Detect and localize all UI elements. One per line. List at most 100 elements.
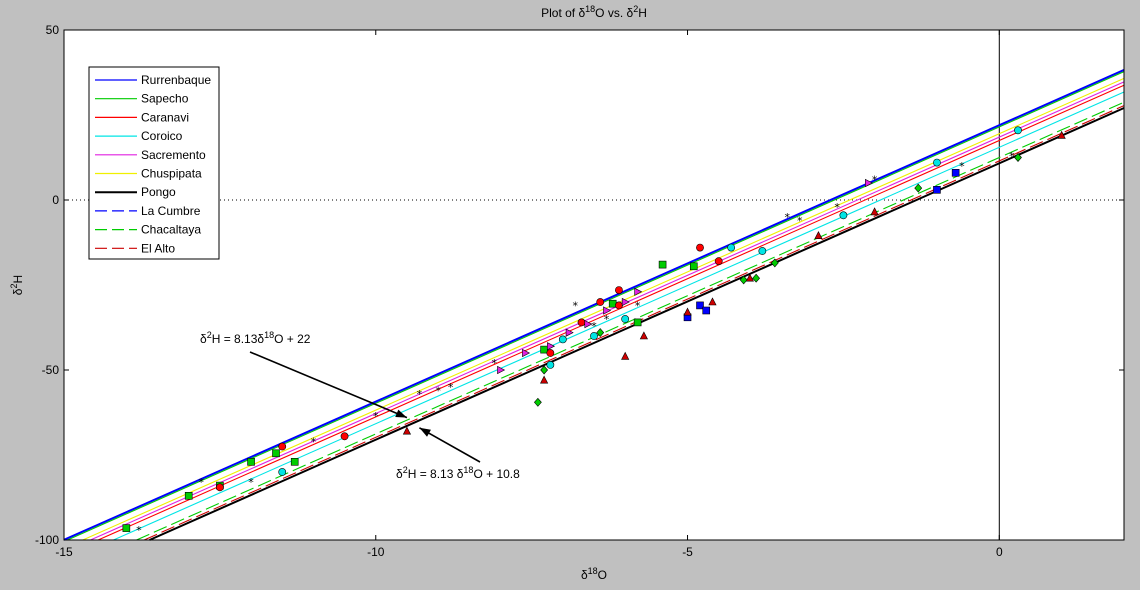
fit-line-coroico <box>113 91 1125 541</box>
point-pongo-7: * <box>435 384 441 397</box>
chart-title: Plot of δ18O vs. δ2H <box>541 4 647 20</box>
point-la-cumbre-3 <box>702 306 711 315</box>
x-axis-label: δ18O <box>581 566 607 582</box>
point-sapecho-7 <box>540 345 548 354</box>
point-la-cumbre-2 <box>696 301 704 310</box>
point-el-alto-6 <box>708 297 717 306</box>
point-coroico-5 <box>621 315 630 323</box>
point-sacremento-5 <box>584 320 593 329</box>
point-sapecho-11 <box>689 262 698 271</box>
arrow-lower <box>419 427 481 463</box>
x-tick-label: -15 <box>55 545 73 559</box>
legend: Rurrenbaque Sapecho Caranavi Coroico Sacreme… <box>88 66 220 260</box>
point-caranavi-8 <box>615 301 623 310</box>
point-el-alto-3 <box>621 351 630 360</box>
point-sapecho-2 <box>184 491 193 500</box>
point-pongo-19: * <box>1009 150 1015 163</box>
point-chacaltaya-8 <box>1014 153 1022 162</box>
point-sapecho-10 <box>658 260 667 269</box>
arrow-upper <box>249 351 408 419</box>
point-coroico-3 <box>558 335 567 344</box>
legend-label-sacremento: Sacremento <box>141 148 206 162</box>
point-el-alto-4 <box>639 331 648 340</box>
point-chacaltaya-1 <box>533 397 542 407</box>
point-pongo-6: * <box>417 388 423 401</box>
fit-lines <box>63 69 1125 541</box>
point-pongo-5: * <box>373 410 379 423</box>
point-chacaltaya-3 <box>596 328 605 338</box>
point-pongo-10: * <box>573 299 579 312</box>
point-caranavi-7 <box>615 286 623 294</box>
y-axis-label: δ2H <box>9 275 25 295</box>
point-caranavi-1 <box>215 483 224 492</box>
annotation-arrows <box>249 351 481 463</box>
legend-label-caranavi: Caranavi <box>141 110 189 124</box>
legend-label-chacaltaya: Chacaltaya <box>141 223 201 237</box>
point-el-alto-2 <box>540 375 549 384</box>
point-caranavi-9 <box>696 243 704 252</box>
point-sacremento-4 <box>565 328 574 337</box>
legend-label-rurrenbaque: Rurrenbaque <box>141 73 211 87</box>
point-coroico-4 <box>590 332 598 340</box>
point-el-alto-7 <box>745 273 754 282</box>
fit-line-caranavi <box>97 84 1125 541</box>
point-caranavi-4 <box>546 349 555 357</box>
point-caranavi-2 <box>278 442 287 451</box>
point-coroico-9 <box>933 158 941 167</box>
legend-label-chuspipata: Chuspipata <box>141 167 202 181</box>
point-pongo-18: * <box>959 160 965 173</box>
point-sapecho-9 <box>633 318 642 327</box>
point-el-alto-1 <box>402 426 412 435</box>
x-tick-label: -10 <box>367 545 385 559</box>
plot-frame <box>63 29 1125 541</box>
point-pongo-1: * <box>136 524 142 537</box>
point-caranavi-10 <box>714 257 723 266</box>
fit-line-sapecho <box>67 71 1125 541</box>
point-pongo-3: * <box>248 476 254 489</box>
point-el-alto-10 <box>1057 130 1066 139</box>
fit-line-la-cumbre <box>63 69 1125 541</box>
point-sacremento-8 <box>634 287 643 296</box>
point-coroico-10 <box>1014 126 1022 135</box>
point-chacaltaya-6 <box>770 258 779 268</box>
point-sacremento-9 <box>865 178 874 188</box>
y-tick-label: -100 <box>35 533 59 547</box>
point-pongo-11: * <box>591 320 597 333</box>
point-sacremento-2 <box>522 348 531 358</box>
y-tick-label: 0 <box>52 193 59 207</box>
point-chacaltaya-5 <box>752 273 761 283</box>
point-chacaltaya-2 <box>540 365 549 375</box>
point-chacaltaya-7 <box>914 183 923 193</box>
point-pongo-16: * <box>834 201 840 214</box>
plot-area <box>64 30 1124 540</box>
point-pongo-14: * <box>785 211 791 224</box>
annotation-lower-text: δ2H = 8.13 δ18O + 10.8 <box>396 465 520 481</box>
point-sapecho-6 <box>290 457 299 466</box>
point-chacaltaya-4 <box>739 275 748 285</box>
point-coroico-1 <box>278 468 287 476</box>
y-tick-label: 50 <box>46 23 60 37</box>
point-pongo-2: * <box>198 476 204 489</box>
data-points: * * * * * * * * * * * * * * * * * * * <box>122 126 1066 537</box>
point-caranavi-3 <box>340 432 349 441</box>
x-tick-label: 0 <box>996 545 1003 559</box>
reference-lines <box>64 30 1124 540</box>
point-pongo-9: * <box>491 357 497 370</box>
point-sapecho-4 <box>247 457 255 466</box>
point-pongo-15: * <box>797 214 803 227</box>
point-caranavi-5 <box>577 318 586 327</box>
point-la-cumbre-4 <box>933 186 941 194</box>
point-pongo-12: * <box>604 313 610 326</box>
legend-label-sapecho: Sapecho <box>141 92 189 106</box>
point-pongo-13: * <box>635 299 641 312</box>
point-el-alto-9 <box>870 207 879 216</box>
point-sapecho-1 <box>122 524 131 532</box>
annotation-upper-text: δ2H = 8.13δ18O + 22 <box>200 330 311 346</box>
legend-label-la-cumbre: La Cumbre <box>141 204 201 218</box>
point-pongo-17: * <box>872 174 878 187</box>
annotation-upper: δ2H = 8.13δ18O + 22 <box>200 330 311 346</box>
legend-label-pongo: Pongo <box>141 185 176 199</box>
annotation-lower: δ2H = 8.13 δ18O + 10.8 <box>396 465 520 481</box>
